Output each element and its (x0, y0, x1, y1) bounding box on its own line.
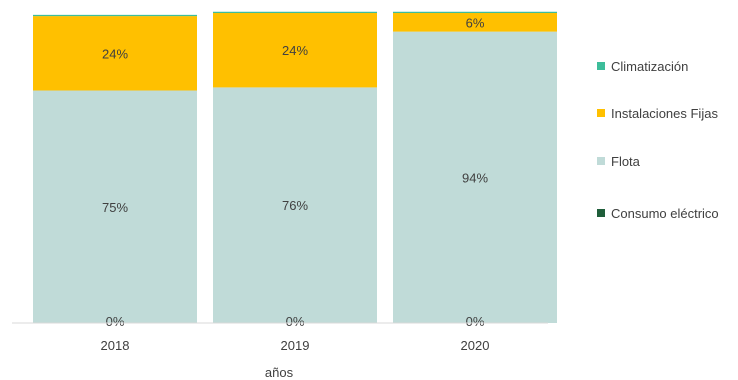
bar-2020-series-2 (393, 13, 557, 32)
legend-swatch (597, 209, 605, 217)
legend-item-2: Flota (597, 153, 729, 171)
legend-item-0: Climatización (597, 58, 729, 76)
data-label-2020-series-2: 6% (466, 15, 485, 30)
legend-swatch (597, 157, 605, 165)
bar-2020-series-3 (393, 11, 557, 13)
data-label-2019-series-0: 0% (286, 314, 305, 329)
data-label-2018-series-0: 0% (106, 314, 125, 329)
data-label-2020-series-1: 94% (462, 170, 488, 185)
x-tick-2019: 2019 (281, 338, 310, 353)
bar-2019-series-2 (213, 13, 377, 88)
bar-2018-series-2 (33, 16, 197, 91)
legend-item-3: Consumo eléctrico (597, 205, 729, 223)
legend-label: Climatización (611, 59, 689, 74)
legend-label: Consumo eléctrico (611, 206, 719, 221)
bar-2018-series-1 (33, 90, 197, 323)
bar-2019-series-3 (213, 11, 377, 13)
bar-2019-series-1 (213, 87, 377, 324)
x-tick-labels-layer: 2018 2019 2020 (101, 338, 490, 353)
legend-item-1: Instalaciones Fijas (597, 105, 729, 123)
x-axis-label: años (265, 365, 294, 380)
data-label-2020-series-0: 0% (466, 314, 485, 329)
bar-2018-series-3 (33, 14, 197, 17)
segment-labels-layer: 0% 75% 24% 0% 76% 24% 0% 94% 6% (102, 15, 488, 329)
legend-swatch (597, 62, 605, 70)
x-tick-2018: 2018 (101, 338, 130, 353)
data-label-2019-series-2: 24% (282, 43, 308, 58)
x-tick-2020: 2020 (461, 338, 490, 353)
bar-2020-series-1 (393, 31, 557, 323)
data-label-2019-series-1: 76% (282, 198, 308, 213)
legend-swatch (597, 109, 605, 117)
legend-label: Flota (611, 154, 640, 169)
data-label-2018-series-1: 75% (102, 200, 128, 215)
data-label-2018-series-2: 24% (102, 46, 128, 61)
legend-label: Instalaciones Fijas (611, 106, 718, 121)
bars-layer (33, 11, 557, 324)
